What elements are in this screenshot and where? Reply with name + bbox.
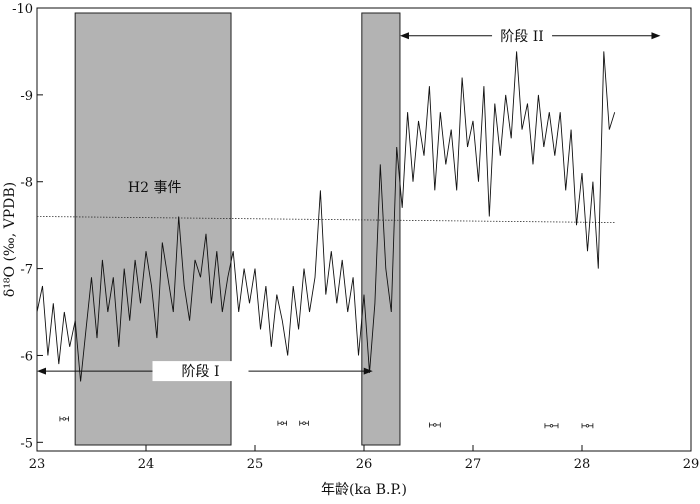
x-tick-label: 26 xyxy=(356,457,373,472)
stage-arrows xyxy=(37,25,661,382)
error-bar-point xyxy=(62,417,66,421)
error-bar-point xyxy=(302,421,306,425)
x-axis-ticks: 23 24 25 26 27 28 29 xyxy=(29,445,700,472)
x-tick-label: 23 xyxy=(29,457,46,472)
mean-reference-line xyxy=(36,216,615,223)
y-tick-label: -9 xyxy=(20,89,33,104)
stage-2-label: 阶段 II xyxy=(500,29,544,45)
stage-1-arrow-head-left xyxy=(37,367,46,375)
stage-1-label: 阶段 I xyxy=(182,364,220,380)
error-bar-point xyxy=(280,421,284,425)
error-bar-point xyxy=(585,424,590,428)
stage-2-arrow-head-left xyxy=(399,32,409,40)
error-bar-1 xyxy=(59,416,70,422)
x-tick-label: 27 xyxy=(465,457,482,472)
error-bar-point xyxy=(433,423,437,427)
y-axis-title: δ¹⁸O (‰, VPDB) xyxy=(2,182,18,297)
x-tick-label: 29 xyxy=(683,457,700,472)
error-bar-2 xyxy=(277,420,288,426)
error-bars xyxy=(59,416,594,429)
error-bar-5 xyxy=(544,423,559,429)
error-bar-6 xyxy=(581,423,594,429)
y-tick-label: -10 xyxy=(12,2,33,17)
error-bar-point xyxy=(549,424,554,428)
y-tick-label: -5 xyxy=(20,436,33,451)
y-tick-label: -6 xyxy=(20,349,33,364)
x-tick-label: 28 xyxy=(574,457,591,472)
stage-1-label-bg xyxy=(152,361,249,382)
stage-2-label-bg xyxy=(492,25,553,46)
y-tick-label: -8 xyxy=(20,176,33,191)
y-tick-label: -7 xyxy=(20,263,33,278)
x-tick-label: 25 xyxy=(247,457,264,472)
x-axis-title: 年龄(ka B.P.) xyxy=(321,482,407,498)
stage-1-arrow-head-right xyxy=(363,367,373,375)
stage-2-arrow-head-right xyxy=(651,32,661,40)
error-bar-4 xyxy=(428,422,441,428)
h2-event-label: H2 事件 xyxy=(128,180,182,196)
y-axis-ticks: -5 -6 -7 -8 -9 -10 xyxy=(12,2,43,451)
error-bar-3 xyxy=(299,420,309,426)
x-tick-label: 24 xyxy=(138,457,155,472)
series-line xyxy=(36,51,616,382)
